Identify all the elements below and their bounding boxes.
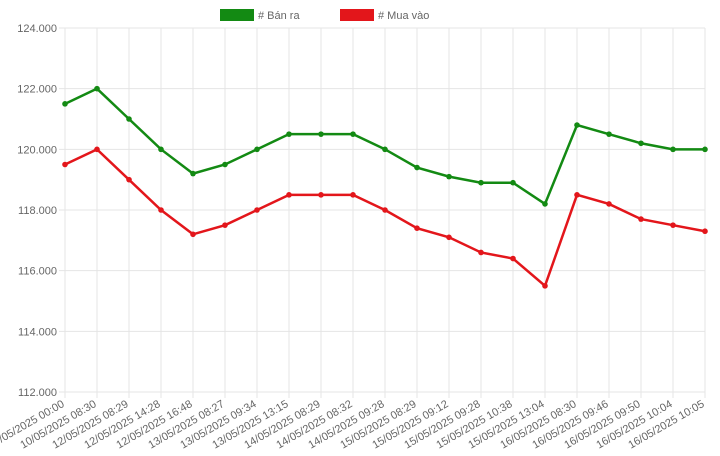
- point: [190, 170, 196, 177]
- y-tick-label: 122.000: [17, 84, 57, 96]
- point: [478, 249, 484, 256]
- y-tick-label: 114.000: [18, 326, 57, 338]
- point: [382, 146, 388, 153]
- legend-label: # Bán ra: [258, 10, 300, 22]
- point: [350, 131, 356, 137]
- y-tick-label: 112.000: [18, 387, 57, 399]
- point: [286, 131, 292, 137]
- point: [254, 146, 260, 153]
- point: [254, 207, 260, 213]
- y-tick-label: 120.000: [17, 144, 57, 156]
- point: [62, 101, 68, 107]
- point: [94, 146, 100, 153]
- point: [190, 231, 196, 238]
- legend-swatch: [340, 9, 374, 21]
- point: [126, 176, 132, 183]
- point: [606, 201, 612, 207]
- y-tick-label: 116.000: [18, 266, 57, 278]
- point: [542, 283, 548, 289]
- point: [414, 164, 420, 171]
- point: [574, 122, 580, 128]
- point: [702, 228, 708, 235]
- point: [350, 192, 356, 198]
- point: [94, 85, 100, 92]
- y-tick-label: 118.000: [18, 205, 57, 217]
- point: [510, 179, 516, 186]
- point: [158, 207, 164, 213]
- point: [478, 179, 484, 186]
- point: [446, 173, 452, 180]
- point: [158, 146, 164, 153]
- point: [542, 201, 548, 207]
- y-tick-label: 124.000: [17, 23, 57, 35]
- point: [606, 131, 612, 137]
- point: [670, 146, 676, 153]
- point: [318, 192, 324, 198]
- point: [638, 216, 644, 222]
- point: [382, 207, 388, 213]
- point: [510, 255, 516, 262]
- point: [670, 222, 676, 228]
- point: [574, 192, 580, 198]
- point: [222, 161, 228, 168]
- point: [638, 140, 644, 147]
- point: [702, 146, 708, 153]
- point: [62, 161, 68, 168]
- point: [286, 192, 292, 198]
- point: [318, 131, 324, 137]
- point: [126, 116, 132, 122]
- point: [414, 225, 420, 231]
- legend-swatch: [220, 9, 254, 21]
- legend-label: # Mua vào: [378, 10, 429, 22]
- point: [446, 234, 452, 241]
- point: [222, 222, 228, 228]
